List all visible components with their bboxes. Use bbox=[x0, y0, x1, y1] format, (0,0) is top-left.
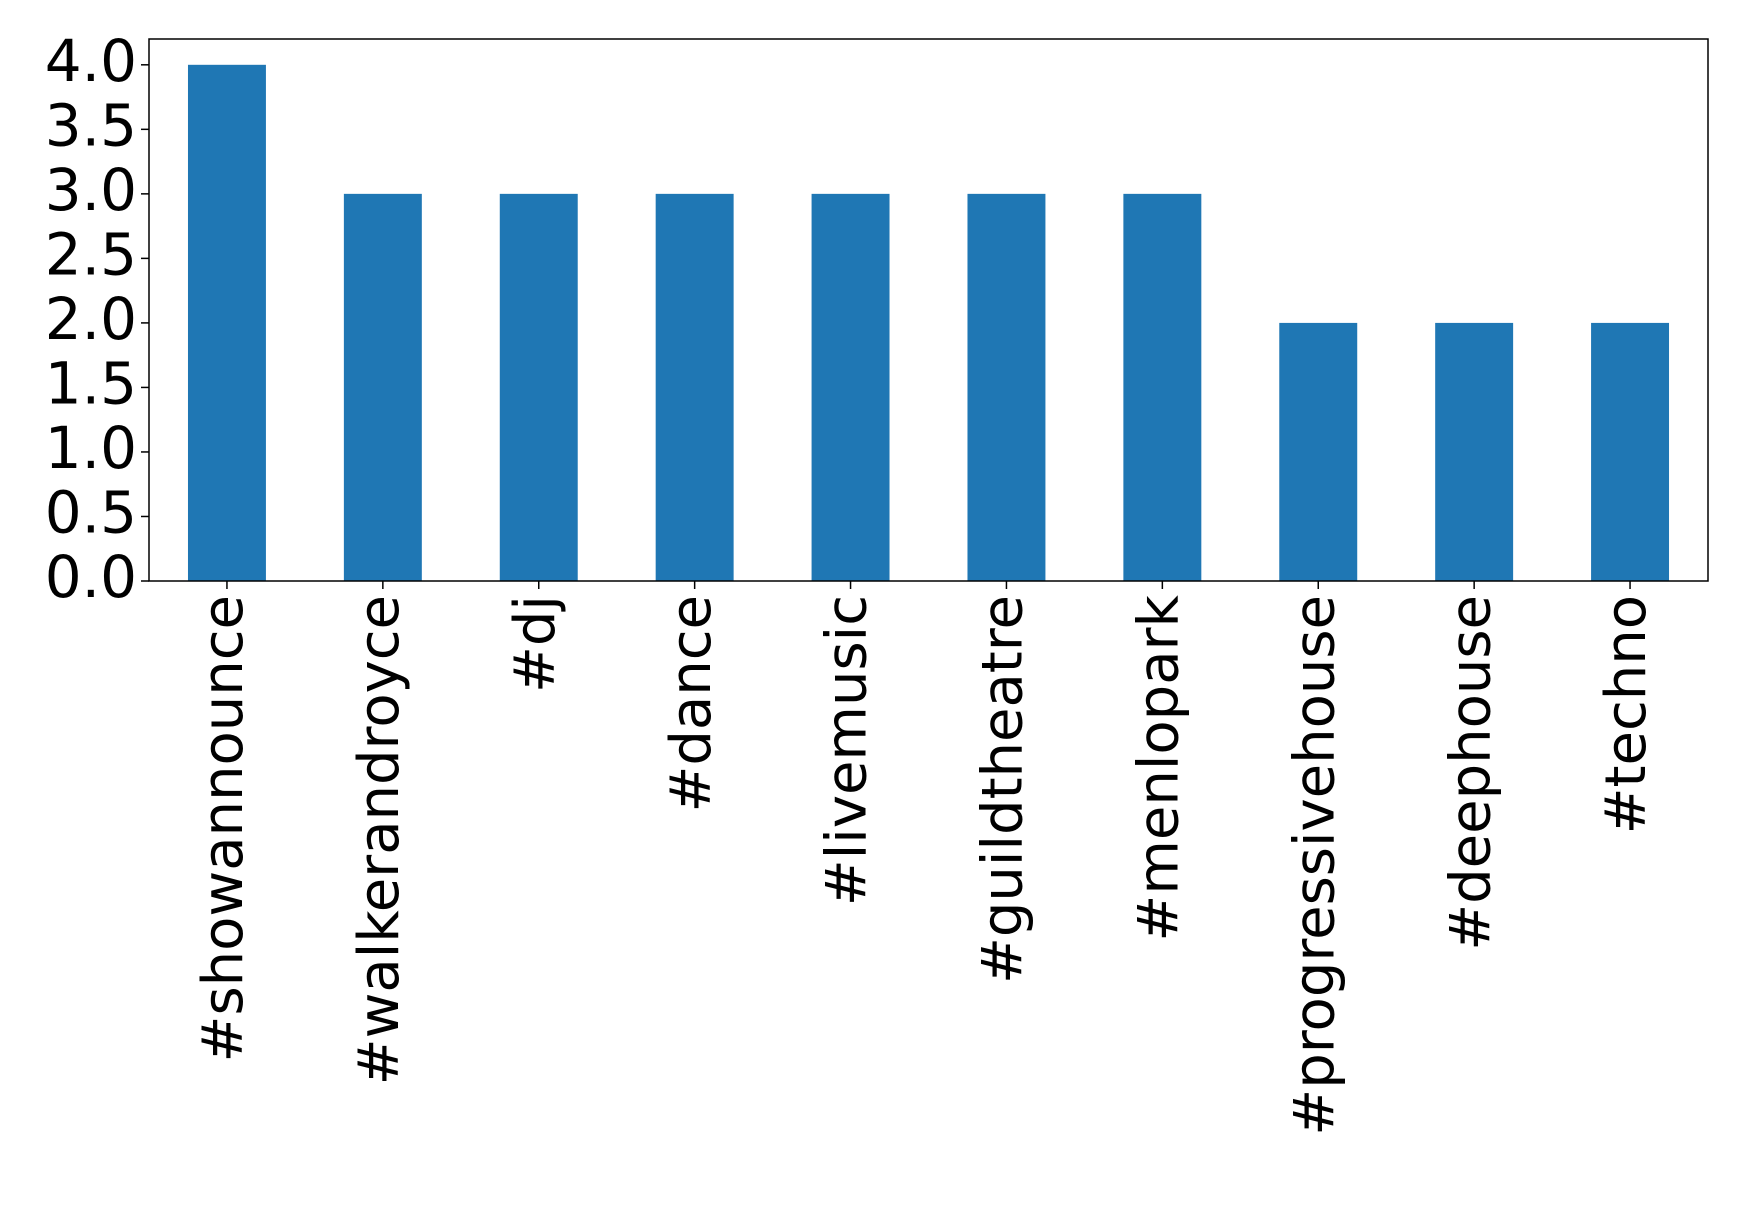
y-tick-label: 4.0 bbox=[45, 27, 137, 95]
y-tick-label: 3.5 bbox=[45, 91, 137, 159]
bar bbox=[1123, 193, 1202, 581]
x-tick-label: #dj bbox=[503, 595, 568, 693]
y-tick-label: 1.5 bbox=[45, 350, 137, 418]
bar bbox=[811, 193, 890, 581]
y-tick-label: 1.0 bbox=[45, 414, 137, 482]
y-tick-label: 0.0 bbox=[45, 543, 137, 611]
bar bbox=[1591, 322, 1670, 581]
x-tick-label: #menlopark bbox=[1126, 594, 1191, 941]
bar bbox=[655, 193, 734, 581]
y-tick-label: 3.0 bbox=[45, 156, 137, 224]
x-tick-label: #dance bbox=[659, 595, 724, 813]
x-tick-label: #showannounce bbox=[191, 595, 256, 1062]
bar bbox=[1435, 322, 1514, 581]
bar bbox=[343, 193, 422, 581]
bar bbox=[499, 193, 578, 581]
x-tick-label: #livemusic bbox=[815, 595, 880, 906]
x-tick-label: #guildtheatre bbox=[971, 595, 1036, 984]
bar bbox=[967, 193, 1046, 581]
x-tick-label: #progressivehouse bbox=[1282, 595, 1347, 1136]
y-tick-label: 2.5 bbox=[45, 220, 137, 288]
x-tick-label: #techno bbox=[1594, 595, 1659, 834]
plot-frame bbox=[148, 38, 1709, 582]
bar bbox=[187, 64, 266, 582]
bar bbox=[1279, 322, 1358, 581]
y-tick-label: 2.0 bbox=[45, 285, 137, 353]
x-tick-label: #deephouse bbox=[1438, 595, 1503, 951]
x-tick-label: #walkerandroyce bbox=[347, 595, 412, 1085]
y-tick-label: 0.5 bbox=[45, 479, 137, 547]
